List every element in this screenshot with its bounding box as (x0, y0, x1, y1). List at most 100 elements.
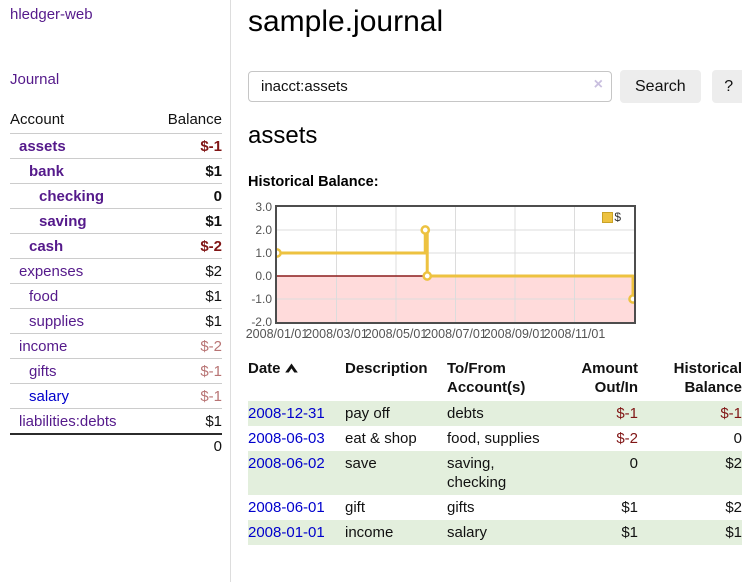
account-balance: $-1 (200, 137, 222, 155)
balance-chart: $ (272, 205, 638, 324)
account-link-expenses[interactable]: expenses (19, 262, 84, 280)
account-row: assets $-1 (10, 133, 222, 158)
transaction-date-link[interactable]: 2008-06-02 (248, 455, 325, 472)
y-axis-tick-label: 2.0 (255, 223, 272, 237)
transaction-description: pay off (345, 401, 447, 426)
page-title: sample.journal (248, 5, 444, 38)
chart-x-axis: 2008/01/01 2008/03/01 2008/05/01 2008/07/01… (246, 327, 634, 341)
x-axis-tick-label: 2008/11/01 (543, 327, 606, 341)
account-link-checking[interactable]: checking (39, 187, 105, 205)
transaction-accounts: gifts (447, 499, 475, 516)
y-axis-tick-label: 3.0 (255, 200, 272, 214)
account-balance: $-2 (200, 237, 222, 255)
account-balance: $1 (205, 212, 222, 230)
account-balance: $1 (205, 162, 222, 180)
transaction-amount: $1 (621, 499, 638, 516)
transaction-description: eat & shop (345, 430, 417, 447)
account-link-supplies[interactable]: supplies (29, 312, 85, 330)
y-axis-tick-label: 0.0 (255, 269, 272, 283)
accounts-table: Account Balance assets $-1 bank $1 checking 0… (10, 106, 222, 458)
transaction-balance: $-1 (646, 401, 742, 426)
legend-swatch-icon (602, 211, 614, 223)
account-balance: $-1 (200, 387, 222, 405)
account-link-liabilities-debts[interactable]: liabilities:debts (19, 412, 117, 430)
transaction-date-link[interactable]: 2008-06-03 (248, 430, 325, 447)
account-link-saving[interactable]: saving (39, 212, 87, 230)
transaction-description: income (345, 520, 447, 545)
transaction-amount: 0 (560, 451, 646, 495)
column-header-description: Description (345, 360, 428, 377)
search-form: × Search ? (248, 70, 742, 103)
main-content: sample.journal × Search ? assets Histori… (231, 0, 742, 582)
account-link-salary[interactable]: salary (29, 387, 70, 405)
transaction-balance: $2 (646, 451, 742, 495)
balance-column-header: Balance (167, 111, 222, 128)
transaction-description: gift (345, 499, 366, 516)
transaction-amount: $1 (560, 520, 646, 545)
sidebar: hledger-web Journal Account Balance asse… (0, 0, 231, 582)
account-balance: $1 (205, 312, 222, 330)
clear-search-icon[interactable]: × (593, 76, 603, 93)
transaction-date-link[interactable]: 2008-06-01 (248, 499, 325, 516)
accounts-total-row: 0 (10, 433, 222, 458)
account-row: bank $1 (10, 158, 222, 183)
column-header-balance: Historical Balance (673, 360, 742, 396)
account-balance: $-1 (200, 362, 222, 380)
y-axis-tick-label: -1.0 (251, 292, 272, 306)
x-axis-tick-label: 2008/07/01 (424, 327, 487, 341)
transaction-date-link[interactable]: 2008-01-01 (248, 524, 325, 541)
column-header-accounts: To/From Account(s) (447, 360, 526, 396)
account-balance: $1 (205, 412, 222, 430)
transactions-header-row: Date Description To/From Account(s) Amou… (248, 357, 742, 401)
transaction-row: 2008-01-01 income salary $1 $1 (248, 520, 742, 545)
transaction-balance: 0 (733, 430, 742, 447)
sidebar-item-journal[interactable]: Journal (10, 71, 60, 88)
account-link-bank[interactable]: bank (29, 162, 65, 180)
help-button[interactable]: ? (711, 70, 742, 103)
account-column-header: Account (10, 111, 65, 128)
app-title-link[interactable]: hledger-web (10, 6, 93, 23)
transaction-description: save (345, 451, 447, 495)
account-link-cash[interactable]: cash (29, 237, 64, 255)
transaction-accounts: food, supplies (447, 430, 540, 447)
account-heading: assets (248, 122, 318, 149)
account-row: salary $-1 (10, 383, 222, 408)
transaction-row: 2008-12-31 pay off debts $-1 $-1 (248, 401, 742, 426)
transaction-row: 2008-06-01 gift gifts $1 $2 (248, 495, 742, 520)
legend-label: $ (614, 210, 621, 224)
account-balance: 0 (213, 187, 222, 205)
account-balance: $-2 (200, 337, 222, 355)
account-row: supplies $1 (10, 308, 222, 333)
account-link-assets[interactable]: assets (19, 137, 66, 155)
transaction-date-link[interactable]: 2008-12-31 (248, 405, 325, 422)
account-balance: $1 (205, 287, 222, 305)
column-header-amount: Amount Out/In (581, 360, 638, 396)
x-axis-tick-label: 2008/01/01 (245, 327, 309, 341)
accounts-table-header: Account Balance (10, 106, 222, 133)
column-header-date[interactable]: Date (248, 357, 345, 401)
sort-ascending-icon (284, 363, 298, 373)
transaction-accounts: salary (447, 520, 560, 545)
account-row: cash $-2 (10, 233, 222, 258)
search-button[interactable]: Search (620, 70, 701, 103)
x-axis-tick-label: 2008/05/01 (364, 327, 428, 341)
accounts-total-value: 0 (213, 438, 222, 455)
transaction-row: 2008-06-02 save saving, checking 0 $2 (248, 451, 742, 495)
account-row: income $-2 (10, 333, 222, 358)
y-axis-tick-label: -2.0 (251, 315, 272, 329)
search-input[interactable] (248, 71, 612, 102)
chart-canvas (272, 207, 638, 322)
account-link-food[interactable]: food (29, 287, 59, 305)
account-link-gifts[interactable]: gifts (29, 362, 57, 380)
account-row: saving $1 (10, 208, 222, 233)
transaction-row: 2008-06-03 eat & shop food, supplies $-2 0 (248, 426, 742, 451)
x-axis-tick-label: 2008/09/01 (483, 327, 547, 341)
account-row: liabilities:debts $1 (10, 408, 222, 433)
account-link-income[interactable]: income (19, 337, 68, 355)
account-row: gifts $-1 (10, 358, 222, 383)
account-row: expenses $2 (10, 258, 222, 283)
account-row: food $1 (10, 283, 222, 308)
transaction-amount: $-1 (560, 401, 646, 426)
x-axis-tick-label: 2008/03/01 (305, 327, 368, 341)
transaction-balance: $1 (646, 520, 742, 545)
